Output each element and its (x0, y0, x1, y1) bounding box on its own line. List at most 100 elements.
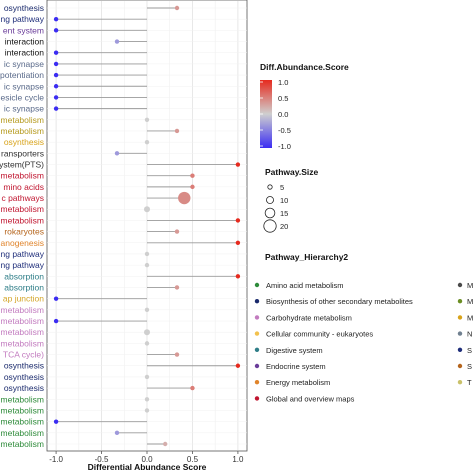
y-axis-label: metabolism (1, 115, 44, 125)
lollipop-dot (53, 72, 59, 78)
y-axis-label: esicle cycle (1, 92, 45, 102)
y-axis-label: absorption (4, 271, 44, 281)
y-axis-label: metabolism (1, 405, 44, 415)
hierarchy-legend-label: M (467, 313, 473, 322)
x-axis-title: Differential Abundance Score (88, 462, 207, 472)
y-axis-label: ic synapse (4, 104, 44, 114)
size-legend: 5 10 15 20 (263, 183, 288, 233)
hierarchy-legend-label: M (467, 297, 473, 306)
lollipop-stems (56, 7, 238, 445)
lollipop-dot (144, 341, 150, 346)
hierarchy-legend-dot (254, 299, 260, 304)
lollipop-dot (53, 61, 59, 67)
lollipop-dot (114, 151, 120, 156)
y-axis-label: metabolism (1, 417, 44, 427)
y-axis-label: ystem(PTS) (0, 160, 44, 170)
lollipop-dot (53, 84, 59, 89)
lollipop-dot (190, 385, 195, 391)
hierarchy-legend-dot (457, 347, 463, 352)
y-axis-label: ransporters (1, 148, 44, 158)
lollipop-dot (144, 206, 150, 213)
lollipop-dot (144, 374, 150, 380)
lollipop-dot (235, 274, 241, 279)
hierarchy-legend-label: Energy metabolism (266, 378, 330, 387)
lollipop-dot (174, 229, 180, 234)
x-tick-label: -1.0 (49, 455, 63, 464)
lollipop-dot (174, 352, 180, 357)
color-scale-bar (260, 80, 272, 148)
hierarchy-legend-label: Endocrine system (266, 362, 326, 371)
y-axis-label: metabolism (1, 305, 44, 315)
hierarchy-legend-label: S (467, 346, 472, 355)
y-axis-label: mino acids (3, 182, 44, 192)
hierarchy-legend-dot (457, 315, 463, 320)
hierarchy-legend-label: S (467, 362, 472, 371)
y-axis-label: osynthesis (4, 372, 44, 382)
y-axis-label: interaction (5, 37, 44, 47)
hierarchy-legend-label: M (467, 281, 473, 290)
y-axis-label: ic synapse (4, 59, 44, 69)
lollipop-dot (235, 363, 241, 368)
y-axis-label: ent system (3, 25, 44, 35)
color-scale-label: 0.0 (278, 110, 288, 119)
y-axis-label: metabolism (1, 394, 44, 404)
hierarchy-legend-dot (457, 331, 463, 336)
hierarchy-legend-dot (457, 299, 463, 304)
lollipop-dot (144, 329, 150, 336)
lollipop-dot (162, 441, 168, 447)
color-scale-label: 0.5 (278, 94, 288, 103)
lollipop-dot (190, 173, 195, 178)
lollipop-dot (235, 218, 241, 223)
lollipop-dot (53, 50, 59, 55)
color-scale-label: -1.0 (278, 142, 291, 151)
hierarchy-legend-dot (457, 363, 463, 369)
y-axis-label: metabolism (1, 215, 44, 225)
y-axis-label: ng pathway (1, 260, 45, 270)
lollipop-dot (144, 408, 150, 413)
hierarchy-legend-dot (254, 380, 260, 385)
lollipop-dot (174, 285, 180, 290)
y-axis-label: c pathways (1, 193, 44, 203)
lollipop-dot (144, 251, 150, 257)
color-scale-label: 1.0 (278, 78, 288, 87)
size-legend-circle (267, 184, 273, 190)
hierarchy-legend: Amino acid metabolism Biosynthesis of oth… (254, 281, 413, 403)
hierarchy-legend-label: T (467, 378, 472, 387)
lollipop-dot (53, 106, 59, 111)
y-axis-label: metabolism (1, 171, 44, 181)
size-legend-title: Pathway.Size (265, 167, 318, 177)
lollipop-dot (178, 191, 191, 205)
x-tick-label: 0.0 (141, 455, 153, 464)
hierarchy-legend-label: Cellular community - eukaryotes (266, 330, 373, 339)
size-legend-label: 15 (280, 209, 288, 218)
hierarchy-legend-dot (254, 282, 260, 288)
y-axis-labels: osynthesis ng pathway ent system interactio… (0, 3, 45, 449)
y-axis-label: anogenesis (1, 238, 44, 248)
size-legend-label: 10 (280, 196, 288, 205)
hierarchy-legend-label: Global and overview maps (266, 394, 355, 403)
y-axis-label: metabolism (1, 338, 44, 348)
lollipop-dot (114, 39, 120, 44)
y-axis-label: osynthesis (4, 361, 44, 371)
x-tick-label: 0.5 (187, 455, 199, 464)
lollipop-dot (53, 296, 59, 301)
y-axis-label: ng pathway (1, 249, 45, 259)
y-axis-label: interaction (5, 48, 44, 58)
color-scale-label: -0.5 (278, 126, 291, 135)
lollipop-dot (174, 5, 180, 11)
y-axis-label: ap junction (3, 294, 44, 304)
color-scale-ticks: 1.0 0.5 0.0 -0.5 -1.0 (260, 78, 291, 151)
y-axis-label: osynthesis (4, 137, 44, 147)
y-axis-label: rokaryotes (4, 227, 44, 237)
lollipop-dot (53, 95, 59, 100)
hierarchy-legend-dot (457, 380, 463, 385)
y-axis-label: metabolism (1, 126, 44, 136)
hierarchy-legend-label: Carbohydrate metabolism (266, 313, 352, 322)
y-axis-label: ic synapse (4, 81, 44, 91)
hierarchy-legend-label: N (467, 330, 472, 339)
y-axis-label: metabolism (1, 316, 44, 326)
x-axis-ticks: -1.0 -0.5 0.0 0.5 1.0 (49, 451, 244, 464)
hierarchy-legend-dot (457, 282, 463, 288)
